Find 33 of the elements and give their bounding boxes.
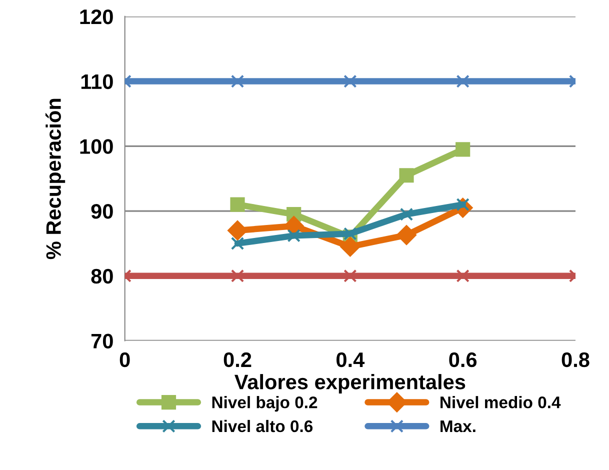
x-tick-label: 0.8 <box>562 352 590 368</box>
legend-label: Max. <box>440 420 476 432</box>
point <box>399 168 414 183</box>
y-tick-label: 120 <box>80 9 113 24</box>
point <box>340 236 360 257</box>
point <box>230 236 244 250</box>
y-tick-label: 80 <box>91 268 113 284</box>
x-tick-label: 0.6 <box>449 352 477 368</box>
point <box>228 220 248 240</box>
point <box>344 227 357 240</box>
point <box>344 74 357 88</box>
y-tick-label: 100 <box>80 139 113 154</box>
legend-label: Nivel medio 0.4 <box>440 396 561 408</box>
x-tick-label: 0 <box>120 352 130 368</box>
y-tick-label: 110 <box>81 74 113 90</box>
y-tick-label: 90 <box>91 204 113 219</box>
point <box>230 74 244 88</box>
point <box>456 142 470 157</box>
point <box>287 229 300 242</box>
y-axis-title: % Recuperación <box>45 98 66 260</box>
point <box>230 197 245 212</box>
point <box>396 225 416 245</box>
point <box>344 269 357 282</box>
point <box>230 269 244 282</box>
x-tick-label: 0.2 <box>224 352 252 368</box>
x-tick-label: 0.4 <box>336 352 365 368</box>
point <box>456 269 470 282</box>
legend-label: Nivel bajo 0.2 <box>212 396 318 412</box>
x-axis-title: Valores experimentales <box>234 374 466 394</box>
legend-label: Nivel alto 0.6 <box>212 420 313 432</box>
y-tick-label: 70 <box>91 334 113 349</box>
point <box>456 74 470 88</box>
point <box>400 208 414 221</box>
